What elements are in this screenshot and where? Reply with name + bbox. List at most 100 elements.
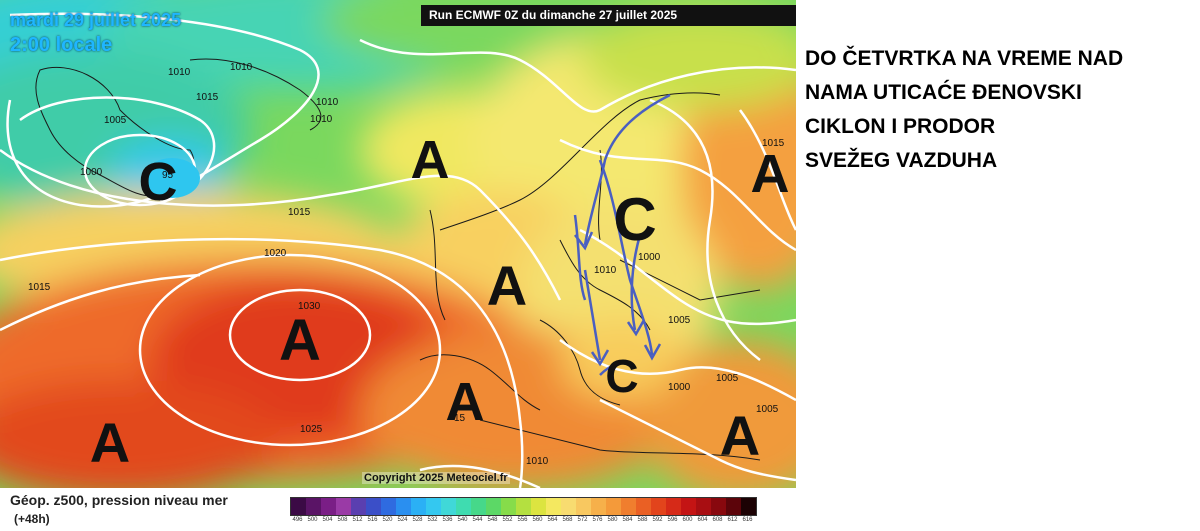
isobar-label: 1000 [668, 382, 691, 393]
color-scale-label: 600 [682, 517, 693, 523]
copyright-label: Copyright 2025 Meteociel.fr [362, 472, 510, 484]
headline-line: DO ČETVRTKA NA VREME NAD [805, 47, 1124, 70]
color-scale-swatch [321, 498, 336, 515]
color-scale-swatch [531, 498, 546, 515]
isobar-label: 1010 [526, 456, 549, 467]
color-scale-label: 612 [727, 517, 738, 523]
system-letter: C [139, 152, 178, 212]
color-scale-label: 596 [667, 517, 678, 523]
color-scale-swatch [366, 498, 381, 515]
isobar-label: 15 [454, 413, 466, 424]
color-scale-label: 544 [472, 517, 483, 523]
color-scale-label: 540 [457, 517, 468, 523]
headline: DO ČETVRTKA NA VREME NAD NAMA UTICAĆE ĐE… [805, 42, 1195, 178]
color-scale-swatch [651, 498, 666, 515]
color-scale-swatch [426, 498, 441, 515]
color-scale-label: 572 [577, 517, 588, 523]
color-scale-swatch [726, 498, 741, 515]
color-scale-swatch [411, 498, 426, 515]
color-scale-label: 512 [352, 517, 363, 523]
system-letter: A [446, 372, 485, 432]
weather-map: C A A A A A C C A A 95 1010 1010 1015 10… [0, 0, 796, 488]
isobar-label: 1010 [168, 67, 191, 78]
color-scale-swatch [501, 498, 516, 515]
color-scale-swatch [291, 498, 306, 515]
isobar-label: 1005 [104, 115, 127, 126]
isobar-label: 1010 [230, 62, 253, 73]
airflow-arrows [573, 93, 671, 376]
color-scale-swatch [336, 498, 351, 515]
color-scale-label: 604 [697, 517, 708, 523]
headline-line: SVEŽEG VAZDUHA [805, 149, 998, 172]
isobar-label: 1000 [80, 167, 103, 178]
system-letter: A [279, 308, 321, 373]
isobar-label: 1030 [298, 301, 321, 312]
color-scale-label: 584 [622, 517, 633, 523]
isobar-label: 1005 [668, 315, 691, 326]
color-scale-swatch [666, 498, 681, 515]
system-letter: A [720, 404, 760, 467]
color-scale-swatch [591, 498, 606, 515]
system-letter: A [487, 254, 527, 317]
color-scale-swatch [606, 498, 621, 515]
color-scale-label: 504 [322, 517, 333, 523]
isobar-label: 1015 [288, 207, 311, 218]
color-scale-swatch [741, 498, 756, 515]
color-scale-label: 552 [502, 517, 513, 523]
legend-title: Géop. z500, pression niveau mer [10, 492, 228, 508]
isobar-label: 1010 [594, 265, 617, 276]
color-scale-label: 548 [487, 517, 498, 523]
color-scale-swatch [516, 498, 531, 515]
isobar-label: 1020 [264, 248, 287, 259]
color-scale-swatch [396, 498, 411, 515]
isobar-label: 1010 [310, 114, 333, 125]
isobar-label: 1015 [196, 92, 219, 103]
color-scale-swatch [576, 498, 591, 515]
isobar-label: 1010 [316, 97, 339, 108]
color-scale-label: 536 [442, 517, 453, 523]
isobar-label: 1005 [756, 404, 779, 415]
color-scale-label: 496 [292, 517, 303, 523]
isobar-label: 1015 [28, 282, 51, 293]
system-letter: A [751, 144, 790, 204]
color-scale-swatch [351, 498, 366, 515]
color-scale-label: 564 [547, 517, 558, 523]
color-scale-swatch [681, 498, 696, 515]
color-scale-swatch [636, 498, 651, 515]
system-letter: C [605, 350, 638, 402]
map-canvas: C A A A A A C C A A 95 1010 1010 1015 10… [0, 0, 796, 488]
headline-line: CIKLON I PRODOR [805, 115, 996, 138]
color-scale-label: 500 [307, 517, 318, 523]
color-scale-swatch [381, 498, 396, 515]
system-letter: A [90, 411, 130, 474]
system-letter: C [613, 186, 656, 253]
color-scale-label: 508 [337, 517, 348, 523]
isobar-label: 1000 [638, 252, 661, 263]
color-scale-label: 524 [397, 517, 408, 523]
color-scale-label: 532 [427, 517, 438, 523]
color-scale-swatch [696, 498, 711, 515]
forecast-time: 2:00 locale [10, 34, 113, 56]
isobar-label: 1005 [716, 373, 739, 384]
color-scale-label: 588 [637, 517, 648, 523]
color-scale-label: 556 [517, 517, 528, 523]
isobars [0, 12, 796, 488]
color-scale [290, 497, 757, 516]
system-letter: A [411, 130, 450, 190]
centre-value: 95 [162, 170, 174, 181]
model-run-label: Run ECMWF 0Z du dimanche 27 juillet 2025 [421, 5, 796, 26]
color-scale-label: 580 [607, 517, 618, 523]
color-scale-swatch [621, 498, 636, 515]
color-scale-swatch [546, 498, 561, 515]
color-scale-label: 516 [367, 517, 378, 523]
low-centre [144, 158, 200, 198]
color-scale-swatch [306, 498, 321, 515]
color-scale-swatch [711, 498, 726, 515]
color-scale-swatch [441, 498, 456, 515]
color-scale-labels: 496 500 504 508 512 516 520 524 528 532 536 540 544 5… [290, 517, 755, 523]
color-scale-swatch [456, 498, 471, 515]
color-scale-label: 592 [652, 517, 663, 523]
isobar-label: 1025 [300, 424, 323, 435]
color-scale-label: 568 [562, 517, 573, 523]
color-scale-label: 608 [712, 517, 723, 523]
